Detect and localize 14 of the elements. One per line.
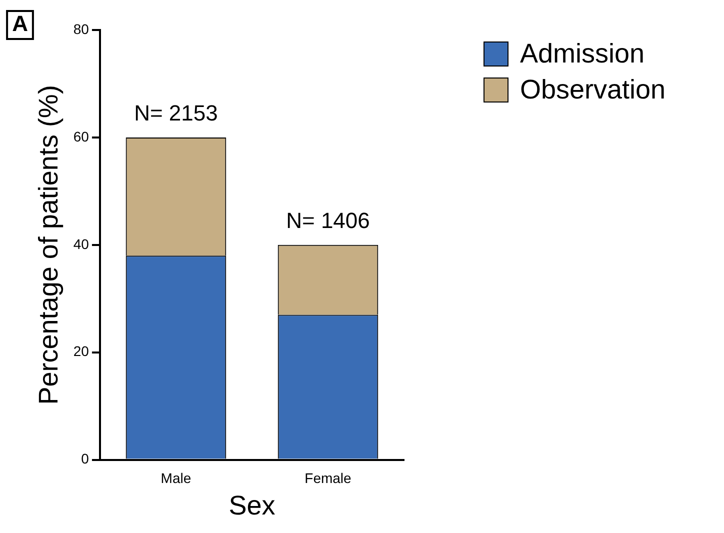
x-axis-title: Sex — [228, 490, 276, 520]
legend-label: Observation — [520, 74, 666, 104]
x-tick-label: Male — [160, 470, 192, 486]
legend-label: Admission — [520, 38, 645, 68]
x-tick-label: Female — [304, 470, 352, 486]
y-tick-label: 40 — [73, 236, 90, 252]
y-tick-label: 60 — [73, 128, 90, 144]
y-tick-label: 0 — [81, 450, 90, 467]
annotation: N= 1406 — [286, 208, 370, 233]
y-axis-title: Percentage of patients (%) — [34, 85, 64, 405]
y-tick-label: 20 — [73, 343, 90, 360]
y-tick-label: 80 — [73, 20, 90, 37]
annotation: N= 2153 — [134, 100, 218, 126]
text: A — [12, 11, 28, 36]
